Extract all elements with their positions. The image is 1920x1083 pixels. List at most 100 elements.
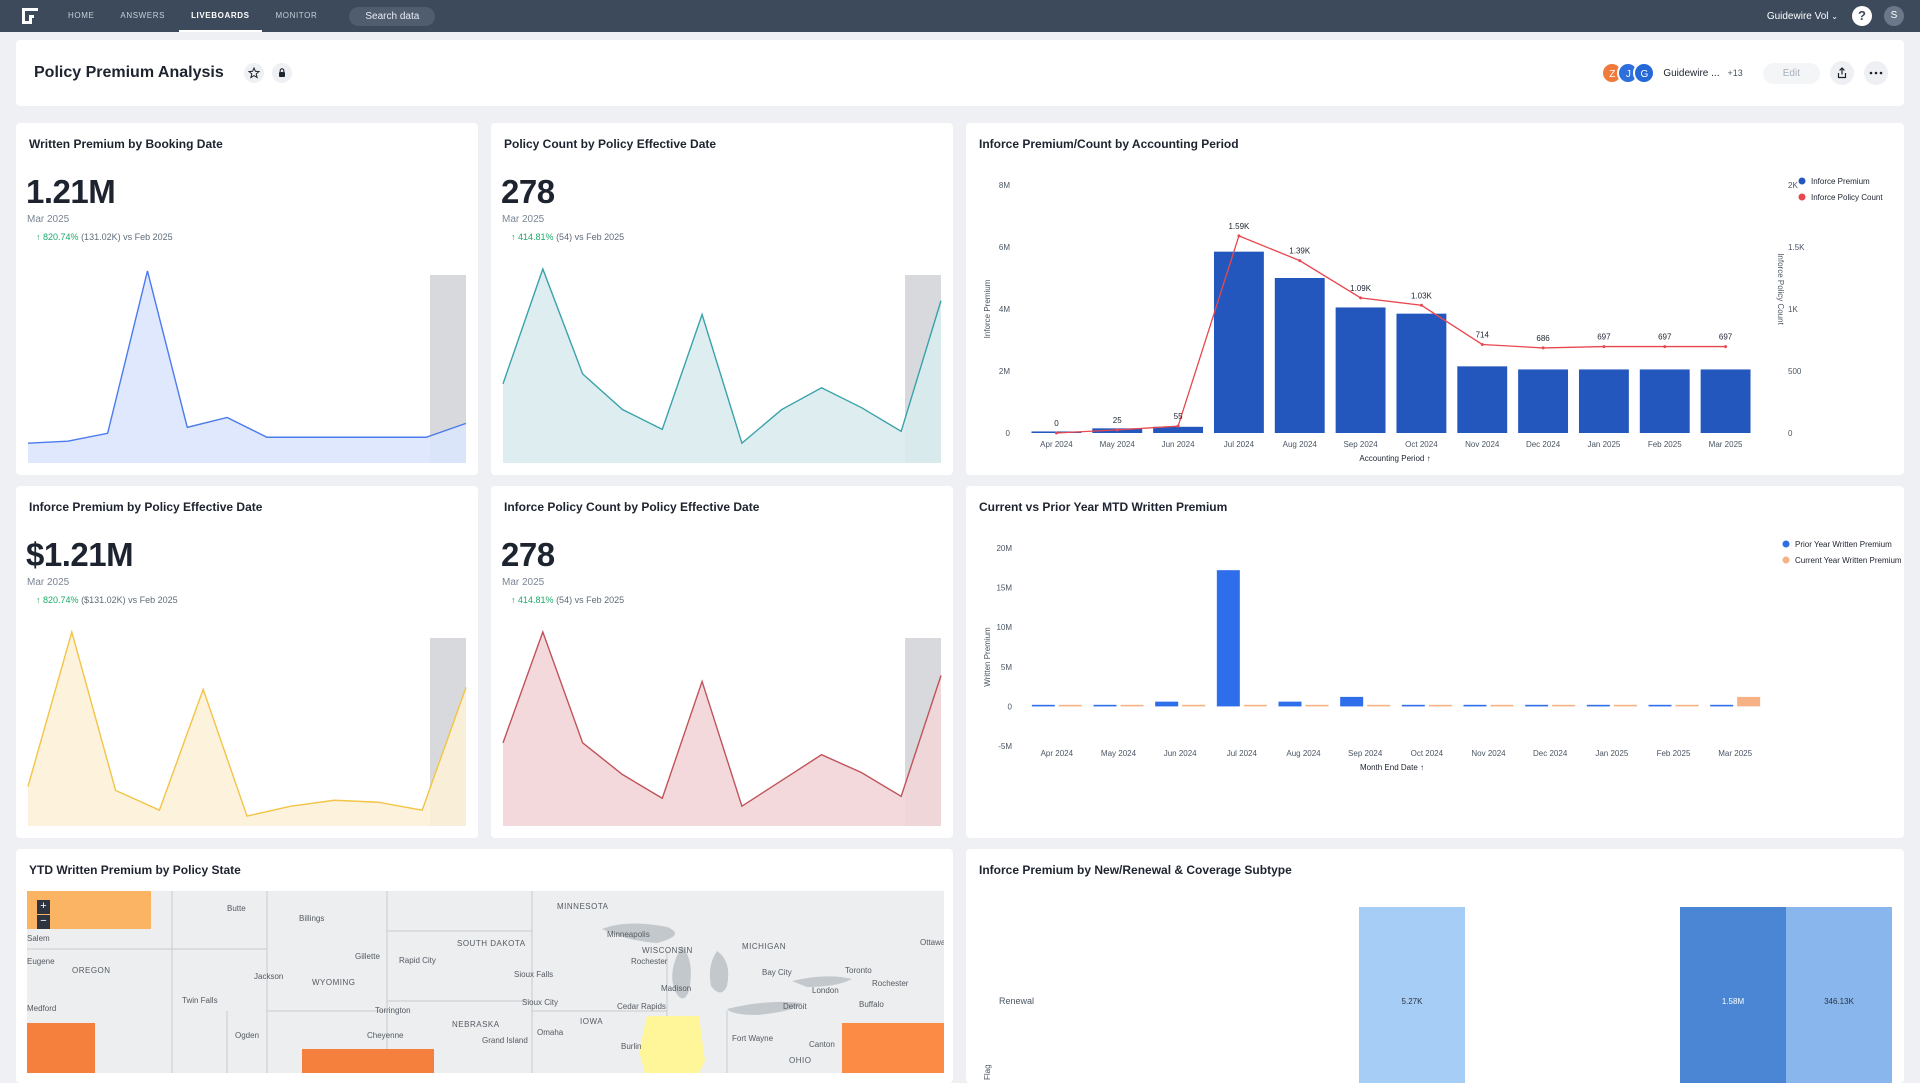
- kpi-card[interactable]: Policy Count by Policy Effective Date 27…: [491, 123, 953, 475]
- chart-card[interactable]: Current vs Prior Year MTD Written Premiu…: [966, 486, 1904, 838]
- app-logo-icon[interactable]: [20, 6, 40, 26]
- sparkline-chart[interactable]: [491, 123, 953, 475]
- nav-liveboards[interactable]: LIVEBOARDS: [178, 0, 263, 32]
- mtd-bar[interactable]: [1058, 704, 1082, 707]
- policy-count-point[interactable]: [1602, 345, 1606, 349]
- policy-count-point[interactable]: [1298, 259, 1302, 263]
- user-avatar-button[interactable]: S: [1884, 6, 1904, 26]
- policy-count-point[interactable]: [1663, 345, 1667, 349]
- nav-home[interactable]: HOME: [68, 11, 95, 20]
- premium-bar[interactable]: [1700, 369, 1751, 433]
- sparkline-chart[interactable]: [16, 486, 478, 838]
- coverage-bar-chart[interactable]: Renewal Flag 5.27K 1.58M 346.13K: [966, 849, 1904, 1083]
- premium-bar[interactable]: [1578, 369, 1629, 433]
- mtd-bar[interactable]: [1525, 704, 1549, 707]
- inforce-combo-chart[interactable]: 0 2M 4M 6M 8M 0 500 1K 1.5K 2K Apr 2024 May 2024 Jun…: [966, 123, 1904, 475]
- sparkline-chart[interactable]: [16, 123, 478, 475]
- mtd-bar[interactable]: [1710, 704, 1734, 707]
- mtd-bar[interactable]: [1243, 704, 1267, 707]
- mtd-bar[interactable]: [1305, 704, 1329, 707]
- coverage-bar[interactable]: [1680, 907, 1786, 1083]
- legend-label[interactable]: Prior Year Written Premium: [1795, 540, 1892, 549]
- org-switcher[interactable]: Guidewire Vol ⌄: [1767, 11, 1838, 22]
- policy-count-point[interactable]: [1176, 424, 1180, 428]
- mtd-bar[interactable]: [1401, 704, 1425, 707]
- mtd-bar[interactable]: [1675, 704, 1699, 707]
- kpi-card[interactable]: Inforce Premium by Policy Effective Date…: [16, 486, 478, 838]
- nav-answers[interactable]: ANSWERS: [120, 11, 166, 20]
- mtd-bar[interactable]: [1586, 704, 1610, 707]
- map-label: Jackson: [254, 972, 283, 981]
- shared-with-count[interactable]: +13: [1727, 68, 1743, 78]
- mtd-bar[interactable]: [1120, 704, 1144, 707]
- map-card[interactable]: YTD Written Premium by Policy State: [16, 849, 953, 1083]
- mtd-bar[interactable]: [1182, 704, 1206, 707]
- mtd-bar[interactable]: [1463, 704, 1487, 707]
- premium-bar[interactable]: [1274, 278, 1325, 433]
- premium-bar[interactable]: [1335, 307, 1386, 433]
- mtd-bar[interactable]: [1552, 704, 1576, 707]
- y-axis-title: Flag: [983, 1064, 992, 1080]
- data-label: 697: [1597, 333, 1611, 342]
- policy-count-point[interactable]: [1724, 345, 1728, 349]
- policy-count-point[interactable]: [1359, 296, 1363, 300]
- premium-bar[interactable]: [1153, 426, 1204, 433]
- map-canvas[interactable]: Butte Billings Salem Eugene OREGON Jacks…: [27, 891, 944, 1073]
- mtd-bar[interactable]: [1648, 704, 1672, 707]
- verified-button[interactable]: [271, 63, 292, 83]
- edit-button[interactable]: Edit: [1762, 62, 1820, 84]
- mtd-bar[interactable]: [1490, 704, 1514, 707]
- policy-count-point[interactable]: [1115, 428, 1119, 432]
- zoom-out-button[interactable]: −: [37, 915, 50, 929]
- zoom-in-button[interactable]: +: [37, 900, 50, 914]
- map-label: Canton: [809, 1040, 835, 1049]
- mtd-bar[interactable]: [1155, 701, 1179, 707]
- favorite-button[interactable]: [243, 63, 264, 83]
- legend-label[interactable]: Inforce Policy Count: [1811, 193, 1883, 202]
- mtd-bar[interactable]: [1428, 704, 1452, 707]
- search-data-button[interactable]: Search data: [349, 6, 436, 26]
- more-options-button[interactable]: [1864, 61, 1888, 85]
- policy-count-point[interactable]: [1419, 303, 1423, 307]
- share-button[interactable]: [1830, 61, 1854, 85]
- chevron-down-icon: ⌄: [1831, 11, 1838, 21]
- x-tick-label: Dec 2024: [1526, 440, 1561, 449]
- premium-bar[interactable]: [1518, 369, 1569, 433]
- coverage-bar[interactable]: [1359, 907, 1465, 1083]
- mtd-bar[interactable]: [1737, 696, 1761, 707]
- chart-card[interactable]: Inforce Premium by New/Renewal & Coverag…: [966, 849, 1904, 1083]
- policy-count-point[interactable]: [1237, 234, 1241, 238]
- policy-count-point[interactable]: [1054, 431, 1058, 435]
- mtd-bar[interactable]: [1367, 704, 1391, 707]
- x-tick-label: Dec 2024: [1533, 749, 1568, 758]
- legend-swatch: [1782, 556, 1790, 564]
- kpi-card[interactable]: Written Premium by Booking Date 1.21M Ma…: [16, 123, 478, 475]
- premium-bar[interactable]: [1639, 369, 1690, 433]
- policy-count-point[interactable]: [1541, 346, 1545, 350]
- chart-card[interactable]: Inforce Premium/Count by Accounting Peri…: [966, 123, 1904, 475]
- mtd-bar[interactable]: [1613, 704, 1637, 707]
- map-label: Toronto: [845, 966, 872, 975]
- premium-bar[interactable]: [1213, 251, 1264, 433]
- coverage-bar[interactable]: [1786, 907, 1892, 1083]
- mtd-bar[interactable]: [1340, 696, 1364, 707]
- mtd-bar[interactable]: [1031, 704, 1055, 707]
- nav-monitor[interactable]: MONITOR: [275, 11, 318, 20]
- premium-bar[interactable]: [1396, 313, 1447, 433]
- shared-user-avatar[interactable]: G: [1633, 62, 1656, 84]
- help-button[interactable]: ?: [1852, 6, 1872, 26]
- legend-label[interactable]: Inforce Premium: [1811, 177, 1870, 186]
- shared-with-name[interactable]: Guidewire ...: [1663, 67, 1720, 79]
- kpi-change-delta: (131.02K) vs Feb 2025: [81, 232, 173, 242]
- mtd-bar-chart[interactable]: -5M 0 5M 10M 15M 20M Apr 2024 May 2024 Jun 2024 J…: [966, 486, 1904, 838]
- state-map[interactable]: Butte Billings Salem Eugene OREGON Jacks…: [27, 891, 944, 1073]
- y-tick-label: -5M: [998, 742, 1012, 751]
- kpi-card[interactable]: Inforce Policy Count by Policy Effective…: [491, 486, 953, 838]
- mtd-bar[interactable]: [1093, 704, 1117, 707]
- policy-count-point[interactable]: [1480, 342, 1484, 346]
- legend-label[interactable]: Current Year Written Premium: [1795, 556, 1902, 565]
- mtd-bar[interactable]: [1278, 701, 1302, 707]
- mtd-bar[interactable]: [1216, 570, 1240, 707]
- sparkline-chart[interactable]: [491, 486, 953, 838]
- premium-bar[interactable]: [1457, 366, 1508, 433]
